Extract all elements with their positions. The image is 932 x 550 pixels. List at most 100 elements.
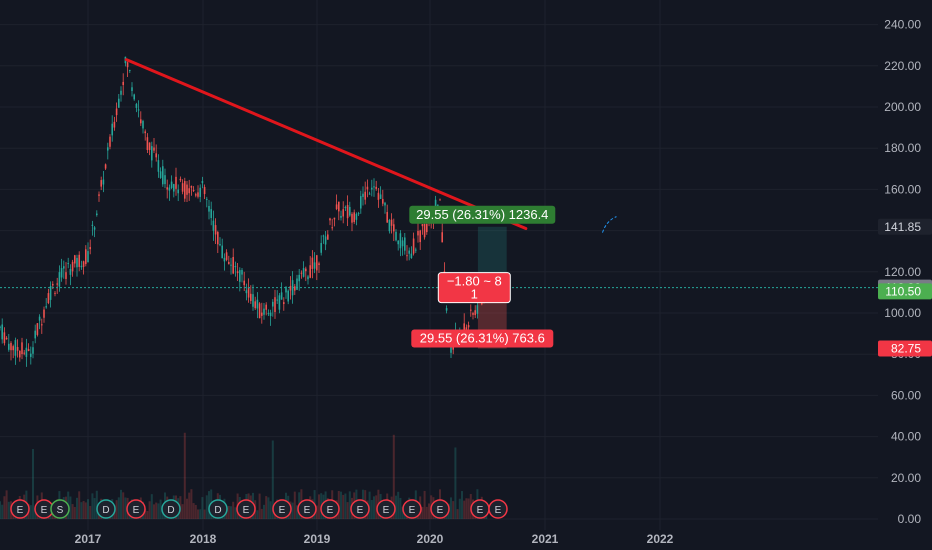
candle-body: [71, 261, 74, 272]
candle-body: [199, 187, 201, 197]
event-marker-circle[interactable]: [430, 499, 450, 519]
candle-body: [280, 292, 283, 300]
event-marker-circle[interactable]: [320, 499, 340, 519]
event-marker-d[interactable]: D: [161, 499, 181, 519]
y-tick-label: 200.00: [884, 100, 921, 114]
event-marker-e[interactable]: E: [350, 499, 370, 519]
event-marker-d[interactable]: D: [208, 499, 228, 519]
candle-body: [258, 303, 261, 319]
event-marker-circle[interactable]: [488, 499, 508, 519]
event-marker-e[interactable]: E: [402, 499, 422, 519]
candle-body: [27, 349, 30, 352]
event-marker-circle[interactable]: [50, 499, 70, 519]
event-marker-letter: D: [102, 505, 109, 516]
candle-body: [25, 347, 28, 357]
volume-bar: [71, 504, 74, 519]
volume-bar: [197, 509, 199, 519]
event-marker-e[interactable]: E: [236, 499, 256, 519]
volume-bar: [467, 498, 470, 519]
candle-body: [126, 62, 129, 68]
candle-body: [10, 342, 12, 351]
event-marker-e[interactable]: E: [10, 499, 30, 519]
volume-bar: [190, 489, 193, 519]
candle-body: [269, 312, 272, 317]
candle-body: [175, 176, 177, 189]
y-axis[interactable]: 240.00220.00200.00180.00160.00140.00120.…: [884, 18, 921, 526]
candles: [0, 56, 487, 367]
event-marker-letter: E: [437, 505, 444, 516]
candle-body: [395, 231, 397, 241]
candle-body: [56, 283, 58, 285]
volume-bar: [456, 509, 459, 519]
volume-bar: [375, 495, 378, 519]
event-marker-e[interactable]: E: [320, 499, 340, 519]
trendline[interactable]: [124, 58, 528, 231]
candle-body: [331, 227, 333, 229]
event-marker-e[interactable]: E: [272, 499, 292, 519]
candle-body: [441, 232, 443, 243]
volume-bar: [428, 503, 430, 519]
pnl-label: −1.80 ~ 81: [437, 272, 511, 304]
candle-body: [399, 233, 402, 249]
candle-body: [267, 313, 270, 315]
volume-bar: [115, 500, 118, 519]
event-marker-letter: S: [57, 505, 64, 516]
candle-body: [155, 153, 157, 158]
candle-body: [109, 136, 111, 147]
event-marker-circle[interactable]: [402, 499, 422, 519]
event-marker-circle[interactable]: [376, 499, 396, 519]
candle-body: [60, 268, 63, 278]
candle-body: [181, 183, 184, 192]
volume-bar: [87, 499, 89, 519]
event-marker-e[interactable]: E: [430, 499, 450, 519]
event-marker-circle[interactable]: [297, 499, 317, 519]
price-tag: 141.85: [878, 218, 932, 235]
candle-body: [353, 212, 355, 223]
y-tick-label: 100.00: [884, 306, 921, 320]
candle-body: [426, 224, 428, 233]
volume-bar: [265, 496, 268, 519]
volume-bar: [150, 494, 153, 519]
volume-bar: [421, 507, 424, 519]
event-marker-circle[interactable]: [126, 499, 146, 519]
volume-bar: [344, 493, 347, 519]
event-marker-circle[interactable]: [272, 499, 292, 519]
candle-body: [247, 287, 250, 298]
event-marker-e[interactable]: E: [470, 499, 490, 519]
event-marker-circle[interactable]: [96, 499, 116, 519]
event-marker-e[interactable]: E: [376, 499, 396, 519]
stop-label: 29.55 (26.31%) 763.6: [411, 329, 554, 348]
candle-body: [322, 235, 325, 237]
x-axis[interactable]: 2017 2018 2019 2020 2021 2022: [75, 532, 674, 546]
candle-body: [129, 69, 131, 71]
volume-bar: [296, 505, 298, 519]
event-marker-letter: E: [133, 505, 140, 516]
volume-bar: [342, 494, 345, 519]
candle-body: [474, 310, 476, 316]
event-marker-letter: E: [17, 505, 24, 516]
candle-body: [357, 213, 360, 215]
drawing-arc[interactable]: [602, 216, 617, 233]
event-marker-circle[interactable]: [236, 499, 256, 519]
y-tick-label: 40.00: [891, 430, 921, 444]
volume-bar: [227, 505, 230, 519]
candle-body: [366, 186, 369, 190]
volume-bar: [157, 503, 160, 519]
event-marker-circle[interactable]: [350, 499, 370, 519]
event-marker-e[interactable]: E: [126, 499, 146, 519]
event-marker-s[interactable]: S: [50, 499, 70, 519]
event-marker-e[interactable]: E: [488, 499, 508, 519]
candle-body: [93, 227, 96, 230]
event-marker-e[interactable]: E: [297, 499, 317, 519]
volume-bar: [5, 490, 8, 519]
event-marker-d[interactable]: D: [96, 499, 116, 519]
volume-bar: [258, 493, 261, 519]
volume-bar: [122, 492, 125, 519]
candle-body: [170, 181, 173, 188]
event-marker-circle[interactable]: [208, 499, 228, 519]
event-marker-circle[interactable]: [161, 499, 181, 519]
event-marker-circle[interactable]: [10, 499, 30, 519]
volume-bar: [368, 491, 371, 519]
